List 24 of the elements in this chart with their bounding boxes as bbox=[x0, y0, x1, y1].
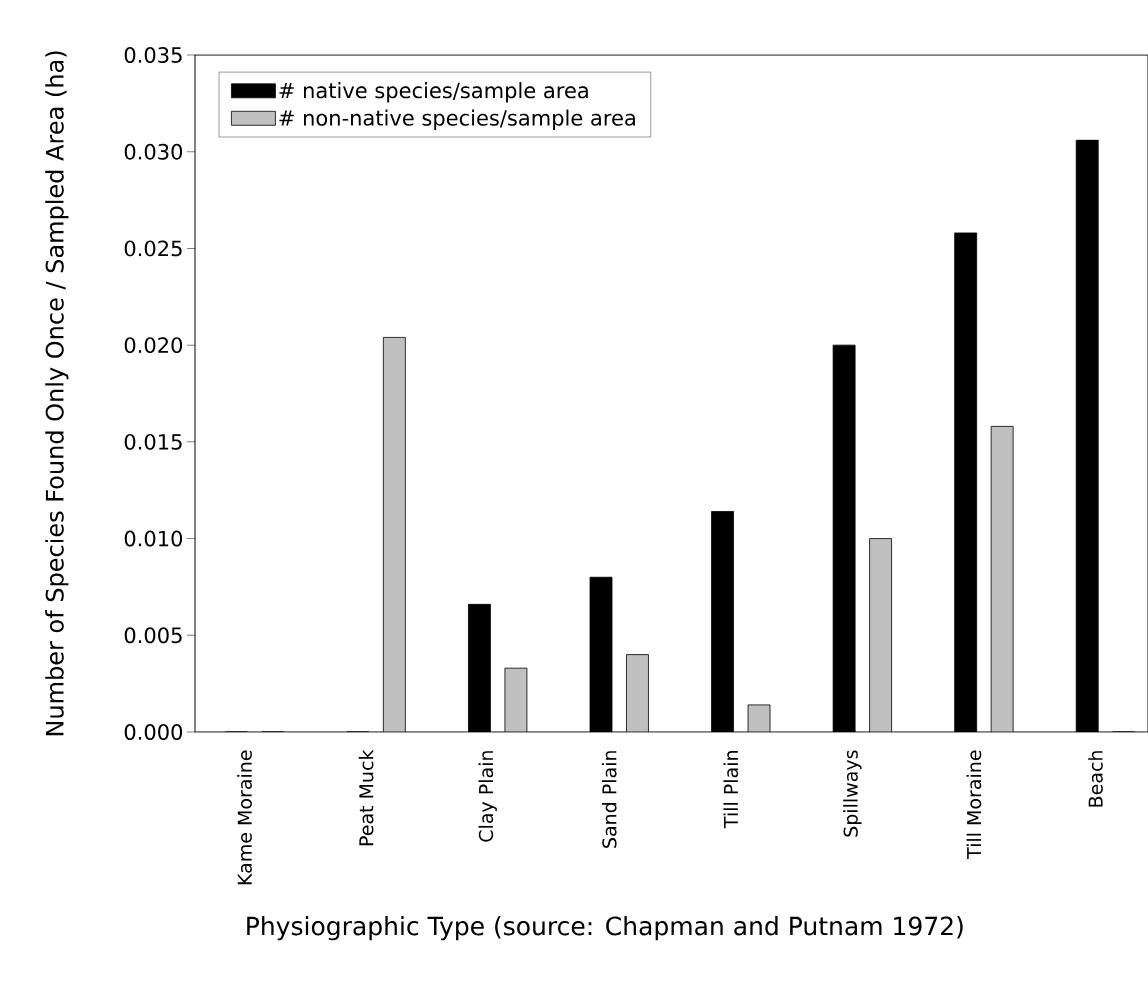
y-axis-title: Number of Species Found Only Once / Sampled Area (ha) bbox=[45, 51, 69, 736]
y-tick-label: 0.010 bbox=[124, 530, 183, 547]
x-tick-label: Clay Plain bbox=[478, 751, 497, 842]
y-tick-label: 0.000 bbox=[124, 724, 183, 740]
y-tick-label: 0.025 bbox=[124, 240, 182, 257]
legend-label: # non-native species/sample area bbox=[279, 109, 635, 130]
bar bbox=[626, 654, 649, 732]
x-tick-label: Kame Moraine bbox=[237, 750, 252, 885]
y-tick-label: 0.015 bbox=[124, 433, 182, 450]
legend-label: # native species/sample area bbox=[279, 82, 588, 103]
y-tick-label: 0.030 bbox=[124, 143, 183, 160]
bar bbox=[990, 425, 1014, 732]
bar bbox=[382, 337, 406, 732]
x-tick-label: Sand Plain bbox=[601, 751, 617, 848]
y-tick-label: 0.005 bbox=[124, 627, 182, 644]
y-tick-label: 0.020 bbox=[124, 337, 183, 354]
y-tick-label: 0.035 bbox=[124, 47, 182, 63]
x-tick-label: Beach bbox=[1088, 751, 1103, 807]
x-tick-label: Spillways bbox=[843, 750, 862, 837]
x-tick-label: Till Moraine bbox=[966, 750, 982, 859]
x-tick-label: Till Plain bbox=[723, 751, 739, 829]
x-axis-title: Physiographic Type (source: Chapman and Putnam 1972) bbox=[247, 916, 963, 941]
x-tick-label: Peat Muck bbox=[358, 749, 374, 846]
bar bbox=[869, 538, 892, 732]
